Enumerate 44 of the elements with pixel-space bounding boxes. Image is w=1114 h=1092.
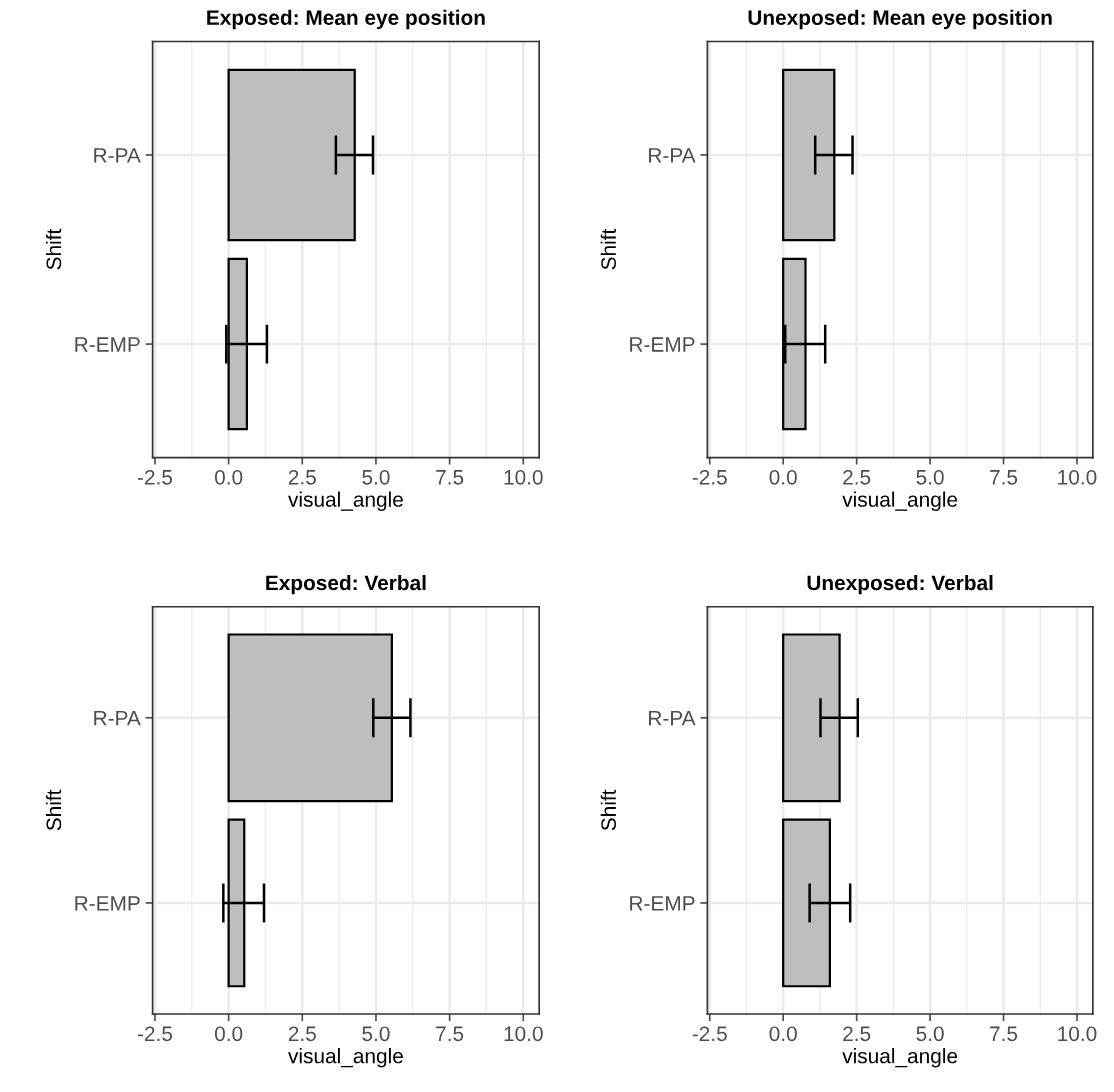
- y-axis-title: Shift: [600, 228, 616, 270]
- x-tick-label: -2.5: [692, 1026, 727, 1042]
- x-tick-label: 10.0: [504, 1026, 543, 1042]
- y-axis-title: Shift: [600, 789, 616, 831]
- y-axis-title: Shift: [45, 789, 62, 831]
- x-tick-label: 2.5: [843, 1026, 871, 1042]
- y-axis-title: Shift: [45, 228, 62, 270]
- y-tick-label: R-PA: [649, 148, 696, 163]
- y-tick-label: R-EMP: [630, 896, 695, 911]
- y-tick-label: R-PA: [94, 711, 141, 726]
- x-tick-label: 5.0: [362, 1026, 390, 1042]
- x-axis-title: visual_angle: [842, 491, 958, 511]
- chart-title: Exposed: Mean eye position: [207, 9, 485, 30]
- x-tick-label: 5.0: [362, 469, 390, 485]
- x-tick-label: 0.0: [769, 1026, 797, 1042]
- y-tick-label: R-PA: [94, 148, 141, 163]
- x-tick-label: 0.0: [214, 469, 243, 485]
- x-axis-title: visual_angle: [288, 1048, 403, 1068]
- y-tick-label: R-PA: [649, 711, 696, 726]
- x-tick-label: 2.5: [288, 1026, 316, 1042]
- x-tick-label: 10.0: [1058, 1026, 1097, 1042]
- x-tick-label: 0.0: [769, 469, 797, 485]
- x-tick-label: -2.5: [692, 469, 727, 485]
- x-tick-label: 2.5: [288, 469, 316, 485]
- x-tick-label: 7.5: [436, 470, 464, 485]
- chart-title: Unexposed: Verbal: [807, 574, 993, 595]
- x-axis-title: visual_angle: [842, 1048, 958, 1068]
- x-tick-label: 0.0: [214, 1026, 243, 1042]
- x-tick-label: 5.0: [916, 1026, 944, 1042]
- x-tick-label: 10.0: [504, 469, 543, 485]
- x-tick-label: 10.0: [1058, 469, 1097, 485]
- x-tick-label: -2.5: [137, 469, 173, 485]
- chart-title: Unexposed: Mean eye position: [748, 9, 1052, 30]
- y-tick-label: R-EMP: [75, 896, 140, 911]
- x-tick-label: 5.0: [916, 469, 944, 485]
- x-tick-label: 7.5: [436, 1026, 464, 1042]
- x-tick-label: 7.5: [990, 1026, 1018, 1042]
- x-axis-title: visual_angle: [288, 491, 403, 511]
- y-tick-label: R-EMP: [630, 337, 695, 352]
- x-tick-label: 7.5: [990, 470, 1018, 485]
- x-tick-label: 2.5: [843, 469, 871, 485]
- x-tick-label: -2.5: [137, 1026, 173, 1042]
- chart-title: Exposed: Verbal: [266, 574, 426, 595]
- y-tick-label: R-EMP: [75, 337, 140, 352]
